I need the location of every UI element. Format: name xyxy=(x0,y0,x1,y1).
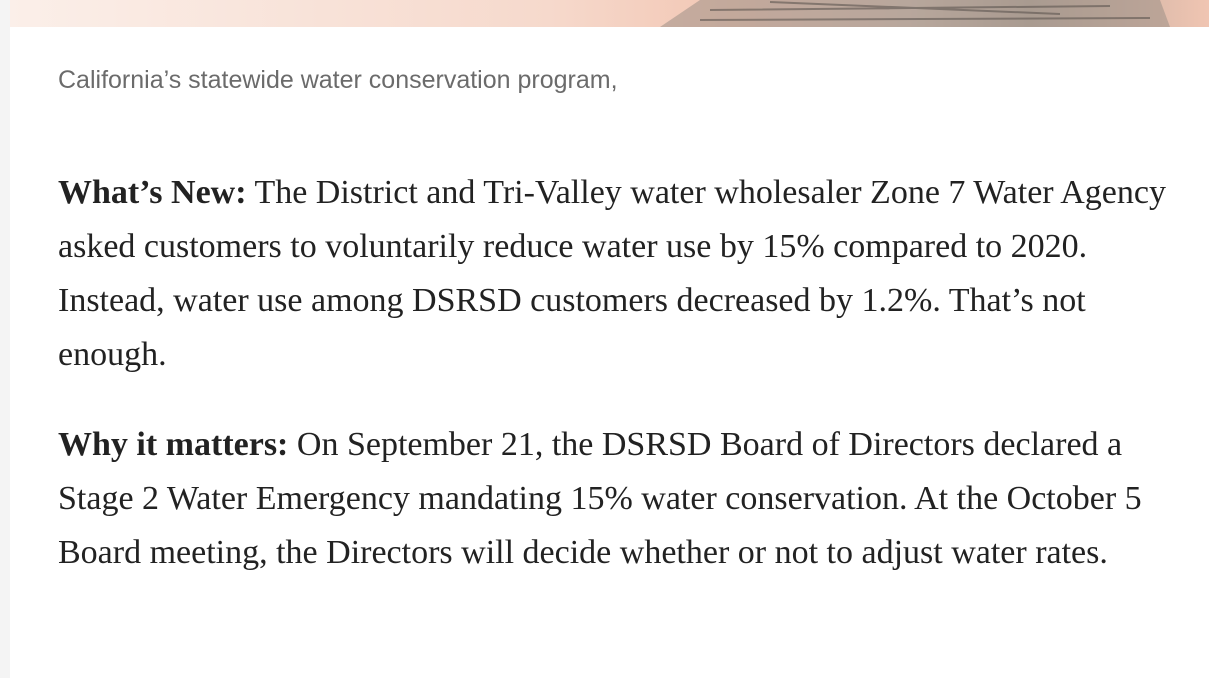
paragraph: Why it matters: On September 21, the DSR… xyxy=(58,418,1178,580)
page: {"caption": "California’s statewide wate… xyxy=(0,0,1209,678)
image-detail xyxy=(10,0,1209,27)
paragraph-label: Why it matters: xyxy=(58,426,288,463)
paragraph-label: What’s New: xyxy=(58,174,247,211)
image-caption: California’s statewide water conservatio… xyxy=(58,66,618,95)
header-image xyxy=(10,0,1209,27)
paragraph: What’s New: The District and Tri-Valley … xyxy=(58,166,1178,382)
article-card: California’s statewide water conservatio… xyxy=(10,0,1209,678)
